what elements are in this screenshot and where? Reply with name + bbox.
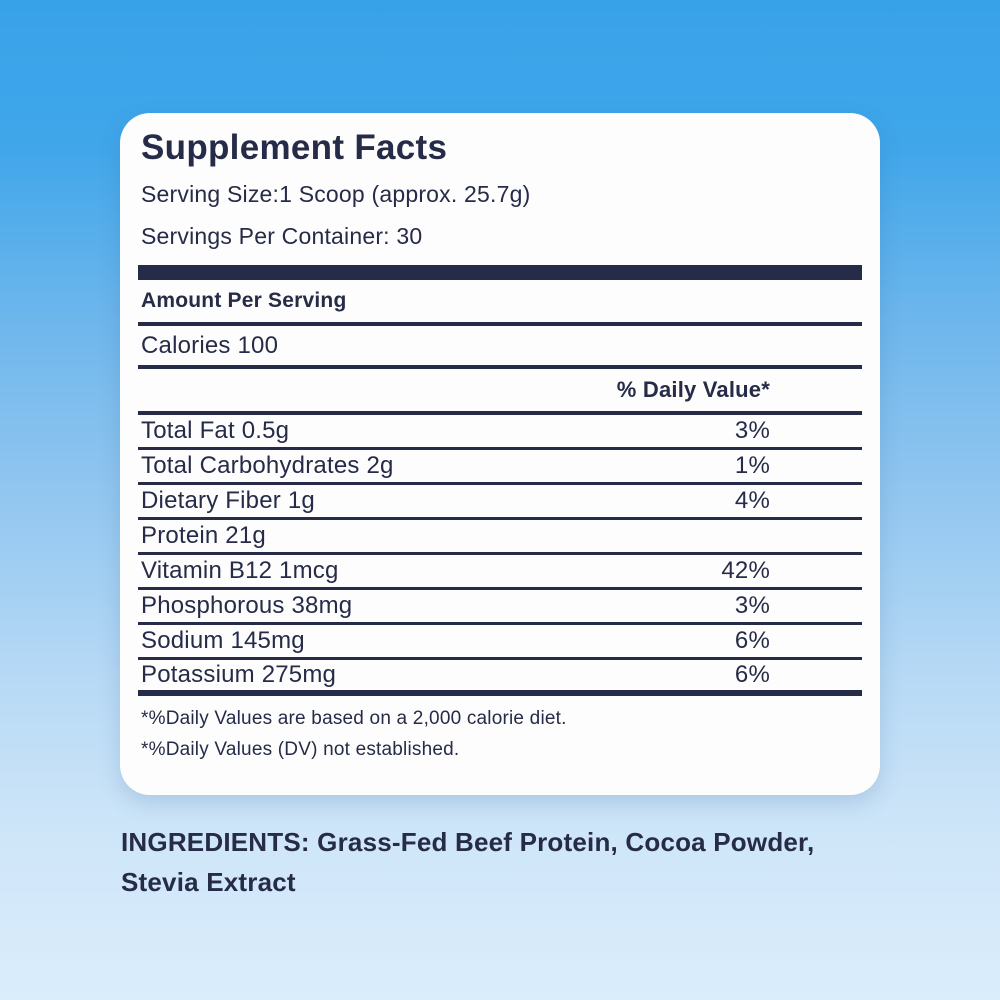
- footnote-dv-not-established: *%Daily Values (DV) not established.: [141, 739, 460, 761]
- supplement-facts-panel: Supplement Facts Serving Size:1 Scoop (a…: [120, 113, 880, 795]
- daily-value-header: % Daily Value*: [138, 369, 862, 416]
- serving-size-text: Serving Size:1 Scoop (approx. 25.7g): [141, 181, 531, 208]
- nutrient-name: Sodium 145mg: [141, 627, 305, 655]
- nutrient-row-sodium: Sodium 145mg 6%: [138, 625, 862, 661]
- nutrient-row-vitamin-b12: Vitamin B12 1mcg 42%: [138, 555, 862, 591]
- servings-per-container-text: Servings Per Container: 30: [141, 223, 423, 250]
- nutrient-name: Phosphorous 38mg: [141, 592, 353, 620]
- nutrient-daily-value: 1%: [734, 452, 770, 480]
- nutrient-daily-value: 42%: [721, 557, 770, 585]
- nutrient-row-total-carbohydrates: Total Carbohydrates 2g 1%: [138, 450, 862, 486]
- nutrient-row-protein: Protein 21g: [138, 520, 862, 556]
- nutrient-row-dietary-fiber: Dietary Fiber 1g 4%: [138, 485, 862, 521]
- amount-per-serving-label: Amount Per Serving: [138, 289, 862, 327]
- nutrient-row-potassium: Potassium 275mg 6%: [138, 660, 862, 697]
- nutrient-daily-value: 4%: [734, 487, 770, 515]
- nutrient-daily-value: 6%: [734, 661, 770, 689]
- nutrient-name: Total Fat 0.5g: [141, 417, 290, 445]
- nutrient-daily-value: 3%: [734, 417, 770, 445]
- ingredients-text: INGREDIENTS: Grass-Fed Beef Protein, Coc…: [121, 827, 815, 898]
- nutrient-name: Vitamin B12 1mcg: [141, 557, 339, 585]
- nutrient-row-total-fat: Total Fat 0.5g 3%: [138, 415, 862, 451]
- nutrient-name: Dietary Fiber 1g: [141, 487, 315, 515]
- footnote-daily-values: *%Daily Values are based on a 2,000 calo…: [141, 708, 567, 730]
- nutrient-row-phosphorous: Phosphorous 38mg 3%: [138, 590, 862, 626]
- divider-bar: [138, 265, 862, 281]
- panel-title: Supplement Facts: [141, 128, 448, 167]
- nutrient-name: Total Carbohydrates 2g: [141, 452, 394, 480]
- calories-row: Calories 100: [138, 326, 862, 370]
- nutrient-daily-value: 3%: [734, 592, 770, 620]
- nutrient-name: Protein 21g: [141, 522, 266, 550]
- nutrient-daily-value: 6%: [734, 627, 770, 655]
- nutrient-name: Potassium 275mg: [141, 661, 337, 689]
